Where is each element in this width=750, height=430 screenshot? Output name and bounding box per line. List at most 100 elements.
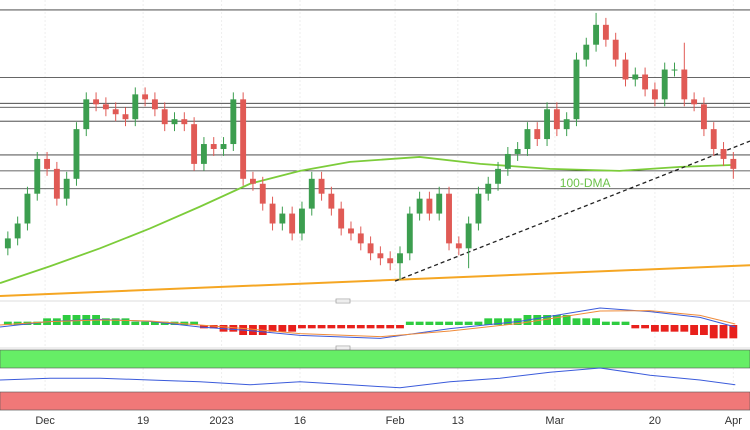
trendline: [394, 140, 750, 282]
candle-body: [446, 193, 452, 244]
candle-body: [681, 69, 688, 100]
candle-body: [632, 74, 639, 80]
histogram-bar: [101, 318, 110, 325]
histogram-bar: [690, 325, 699, 335]
histogram-bar: [121, 318, 130, 325]
histogram-bar: [435, 321, 444, 325]
histogram-bar: [209, 325, 218, 329]
candle-body: [534, 129, 541, 140]
histogram-bar: [601, 321, 610, 325]
candle-body: [426, 198, 433, 214]
histogram-bar: [33, 321, 42, 325]
histogram-bar: [533, 315, 542, 325]
histogram-bar: [454, 321, 463, 325]
histogram-bar: [405, 321, 414, 325]
candle-body: [583, 44, 590, 60]
candle-body: [53, 168, 60, 199]
threshold-band: [0, 391, 750, 411]
candle-body: [34, 158, 41, 194]
histogram-bar: [62, 315, 71, 325]
x-tick-label: 16: [294, 415, 306, 427]
histogram-bar: [3, 321, 12, 325]
histogram-bar: [552, 315, 561, 325]
moving-average: [0, 156, 736, 284]
histogram-bar: [190, 321, 199, 325]
pane-grip[interactable]: [335, 298, 351, 304]
x-tick-label: 2023: [209, 415, 233, 427]
candle-body: [299, 208, 305, 234]
histogram-bar: [288, 325, 297, 332]
candle-body: [259, 183, 266, 204]
histogram-bar: [611, 321, 620, 325]
histogram-bar: [298, 325, 306, 329]
candle-body: [563, 119, 570, 130]
indicator-line: [0, 310, 736, 338]
histogram-bar: [327, 325, 336, 329]
candle-body: [730, 158, 737, 169]
histogram-bar: [484, 318, 493, 325]
candle-body: [475, 193, 482, 224]
candle-body: [102, 104, 109, 110]
candle-body: [465, 223, 472, 249]
histogram-bar: [425, 321, 434, 325]
candle-body: [455, 243, 462, 249]
candle-body: [250, 178, 256, 184]
candle-body: [318, 178, 325, 194]
candle-body: [171, 119, 178, 125]
histogram-bar: [356, 325, 365, 329]
candle-body: [112, 109, 119, 115]
candle-body: [93, 99, 100, 105]
indicator-line: [0, 367, 736, 389]
candle-body: [338, 208, 345, 229]
histogram-bar: [229, 325, 238, 332]
candle-body: [602, 24, 609, 40]
histogram-bar: [660, 325, 669, 332]
histogram-bar: [141, 321, 150, 325]
candle-body: [289, 213, 296, 234]
candle-body: [279, 213, 286, 224]
candle-body: [83, 99, 90, 130]
histogram-bar: [111, 318, 120, 325]
candle-body: [651, 89, 658, 100]
x-tick-label: 13: [452, 415, 464, 427]
histogram-bar: [543, 315, 551, 325]
candle-body: [495, 168, 501, 184]
histogram-bar: [464, 321, 473, 325]
candle-body: [4, 238, 11, 249]
candle-body: [328, 193, 335, 209]
candle-body: [671, 69, 678, 71]
candle-body: [308, 178, 315, 209]
candle-body: [397, 253, 403, 264]
histogram-bar: [396, 325, 404, 329]
histogram-bar: [582, 318, 591, 325]
candle-body: [573, 59, 580, 120]
candle-body: [357, 233, 364, 244]
candle-body: [269, 203, 276, 224]
histogram-bar: [562, 315, 571, 325]
histogram-bar: [249, 325, 257, 335]
histogram-bar: [474, 321, 483, 325]
candle-body: [387, 258, 394, 264]
histogram-bar: [131, 321, 140, 325]
candle-body: [230, 99, 237, 145]
candle-body: [348, 228, 354, 234]
candle-body: [642, 74, 649, 90]
x-tick-label: Dec: [35, 415, 55, 427]
candle-body: [691, 99, 698, 105]
histogram-bar: [337, 325, 346, 329]
x-tick-label: Apr: [725, 415, 742, 427]
histogram-bar: [376, 325, 385, 329]
histogram-bar: [680, 325, 689, 332]
candle-body: [122, 114, 129, 120]
candle-body: [142, 94, 149, 100]
candle-body: [151, 99, 158, 110]
candle-body: [200, 144, 207, 164]
candle-body: [700, 104, 707, 130]
histogram-bar: [317, 325, 326, 329]
histogram-bar: [729, 325, 738, 339]
histogram-bar: [366, 325, 375, 329]
histogram-bar: [621, 321, 630, 325]
candle-body: [710, 129, 717, 149]
x-tick-label: Mar: [545, 415, 564, 427]
